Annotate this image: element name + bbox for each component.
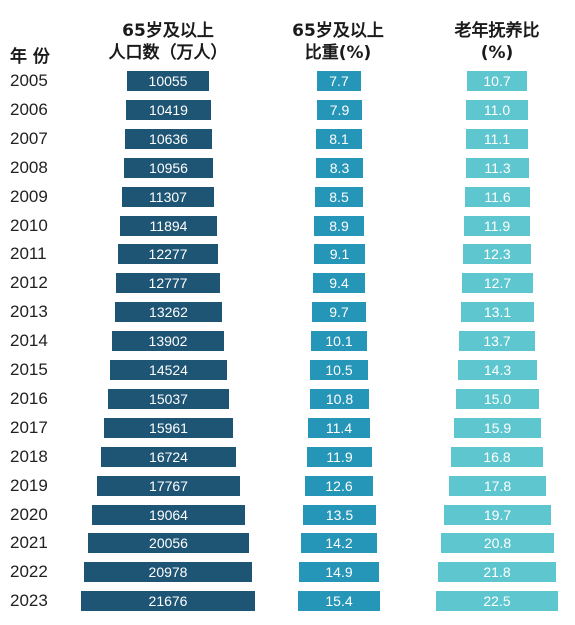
dependency-header-line1: 老年抚养比 <box>454 21 540 41</box>
population-bar: 15037 <box>108 389 229 409</box>
dependency-bar: 19.7 <box>444 505 551 525</box>
dependency-column-header: 老年抚养比 (%) <box>432 20 562 64</box>
year-label: 2022 <box>10 562 48 581</box>
year-label: 2008 <box>10 158 48 177</box>
population-bar: 13902 <box>112 331 224 351</box>
dependency-bar: 16.8 <box>451 447 543 467</box>
year-label: 2013 <box>10 302 48 321</box>
dependency-bar: 11.6 <box>465 187 530 207</box>
population-bar: 11894 <box>120 216 217 236</box>
dependency-bar: 11.1 <box>466 129 528 149</box>
share-bar: 11.9 <box>307 447 372 467</box>
share-bar: 13.5 <box>303 505 376 525</box>
share-bar: 9.4 <box>313 273 365 293</box>
population-bar: 10956 <box>124 158 213 178</box>
year-label: 2020 <box>10 505 48 524</box>
year-label: 2015 <box>10 360 48 379</box>
share-bar: 10.5 <box>310 360 368 380</box>
population-bar: 12277 <box>118 244 218 264</box>
share-bar: 15.4 <box>298 591 380 611</box>
population-bar: 20056 <box>88 533 249 553</box>
population-bar: 14524 <box>110 360 227 380</box>
year-label: 2005 <box>10 71 48 90</box>
share-bar: 10.8 <box>310 389 369 409</box>
share-bar: 8.5 <box>315 187 363 207</box>
dependency-bar: 12.7 <box>462 273 533 293</box>
dependency-bar: 22.5 <box>436 591 558 611</box>
population-bar: 21676 <box>81 591 255 611</box>
dependency-bar: 11.0 <box>466 100 528 120</box>
dependency-bar: 14.3 <box>458 360 537 380</box>
dependency-bar: 17.8 <box>449 476 546 496</box>
year-label: 2017 <box>10 418 48 437</box>
share-bar: 9.7 <box>312 302 366 322</box>
population-bar: 10636 <box>125 129 212 149</box>
population-bar: 13262 <box>115 302 222 322</box>
population-bar: 19064 <box>92 505 245 525</box>
dependency-bar: 13.7 <box>459 331 535 351</box>
share-bar: 7.7 <box>317 71 361 91</box>
dependency-bar: 15.9 <box>454 418 541 438</box>
share-bar: 14.2 <box>301 533 377 553</box>
share-bar: 8.9 <box>314 216 364 236</box>
year-label: 2007 <box>10 129 48 148</box>
population-bar: 17767 <box>97 476 240 496</box>
year-label: 2016 <box>10 389 48 408</box>
year-label: 2021 <box>10 533 48 552</box>
share-bar: 12.6 <box>305 476 373 496</box>
population-bar: 12777 <box>116 273 220 293</box>
dependency-bar: 20.8 <box>441 533 554 553</box>
share-bar: 8.3 <box>316 158 363 178</box>
dependency-bar: 13.1 <box>461 302 534 322</box>
year-label: 2014 <box>10 331 48 350</box>
dependency-bar: 15.0 <box>456 389 539 409</box>
dependency-bar: 21.8 <box>438 562 556 582</box>
share-bar: 8.1 <box>316 129 362 149</box>
share-bar: 14.9 <box>299 562 379 582</box>
year-label: 2009 <box>10 187 48 206</box>
population-bar: 15961 <box>104 418 233 438</box>
population-bar: 10055 <box>127 71 209 91</box>
share-bar: 10.1 <box>311 331 367 351</box>
population-bar: 11307 <box>122 187 214 207</box>
share-header-line2: 比重(%) <box>304 43 372 63</box>
dependency-bar: 10.7 <box>467 71 527 91</box>
population-header-line1: 65岁及以上 <box>122 21 214 41</box>
population-bar: 20978 <box>84 562 252 582</box>
share-bar: 11.4 <box>308 418 370 438</box>
year-label: 2018 <box>10 447 48 466</box>
population-column-header: 65岁及以上 人口数（万人） <box>98 20 238 64</box>
year-label: 2010 <box>10 216 48 235</box>
share-bar: 9.1 <box>314 244 365 264</box>
share-header-line1: 65岁及以上 <box>292 21 384 41</box>
population-header-line2: 人口数（万人） <box>108 43 228 63</box>
dependency-bar: 11.3 <box>466 158 529 178</box>
population-bar: 10419 <box>126 100 211 120</box>
population-bar: 16724 <box>101 447 236 467</box>
year-column-header: 年 份 <box>10 47 50 67</box>
year-label: 2023 <box>10 591 48 610</box>
year-label: 2012 <box>10 273 48 292</box>
share-bar: 7.9 <box>317 100 362 120</box>
dependency-header-line2: (%) <box>480 43 514 63</box>
year-label: 2006 <box>10 100 48 119</box>
dependency-bar: 11.9 <box>464 216 530 236</box>
share-column-header: 65岁及以上 比重(%) <box>278 20 398 64</box>
year-label: 2019 <box>10 476 48 495</box>
dependency-bar: 12.3 <box>463 244 531 264</box>
year-label: 2011 <box>10 244 47 263</box>
